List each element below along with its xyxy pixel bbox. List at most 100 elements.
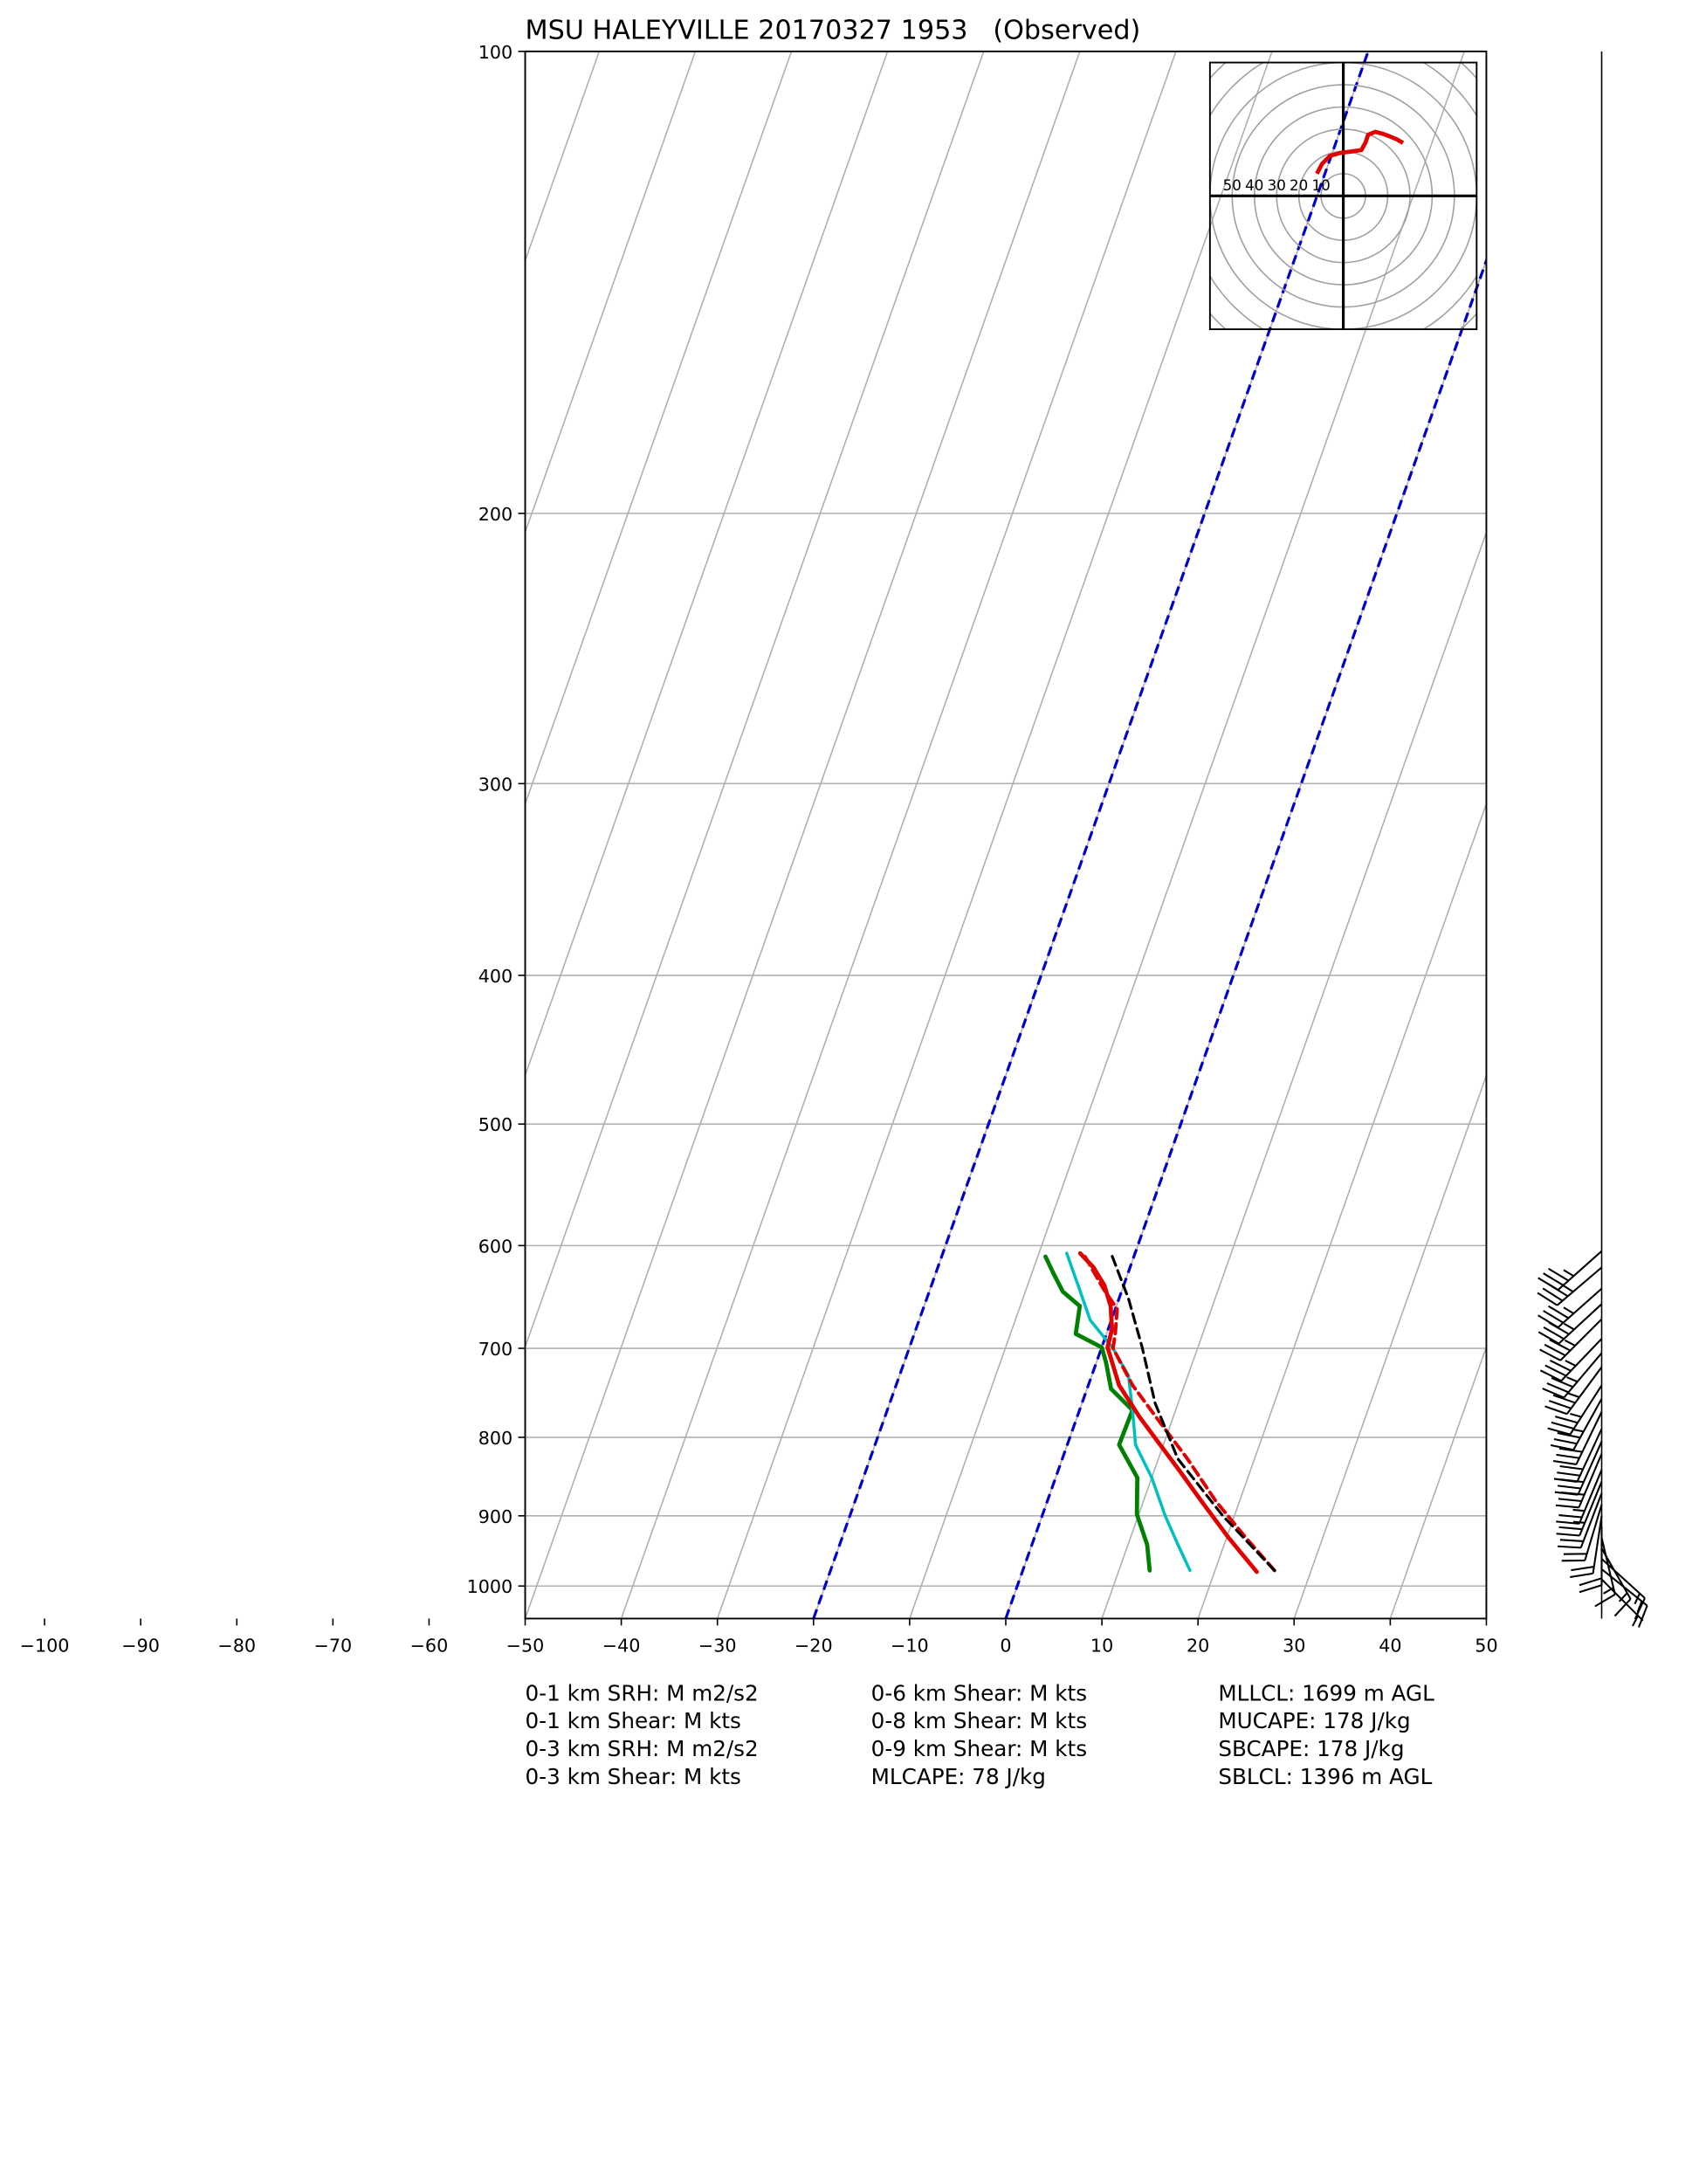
barb-half bbox=[1563, 1269, 1574, 1278]
wind-barb bbox=[1542, 1352, 1603, 1399]
barb-feather bbox=[1579, 1577, 1602, 1587]
y-tick-label: 600 bbox=[478, 1236, 512, 1257]
x-tick-label: 10 bbox=[1090, 1636, 1113, 1657]
isotherm bbox=[525, 51, 697, 534]
stat-text: SBLCL: 1396 m AGL bbox=[1218, 1764, 1432, 1789]
barb-staff bbox=[1559, 1318, 1603, 1361]
isotherm bbox=[909, 51, 1465, 1619]
isotherm bbox=[525, 51, 793, 806]
stat-text: 0-8 km Shear: M kts bbox=[871, 1708, 1087, 1733]
stat-text: 0-1 km SRH: M m2/s2 bbox=[526, 1680, 759, 1705]
stat-text: MUCAPE: 178 J/kg bbox=[1218, 1708, 1410, 1733]
barb-half bbox=[1564, 1339, 1576, 1347]
stat-text: 0-3 km SRH: M m2/s2 bbox=[526, 1736, 759, 1761]
x-tick-label: 0 bbox=[1000, 1636, 1011, 1657]
wind-barb bbox=[1537, 1287, 1603, 1328]
barb-feather bbox=[1542, 1287, 1564, 1302]
barb-staff bbox=[1600, 1537, 1616, 1595]
barb-feather bbox=[1556, 1453, 1580, 1459]
barb-feather bbox=[1634, 1597, 1646, 1620]
stat-text: 0-6 km Shear: M kts bbox=[871, 1680, 1087, 1705]
barb-feather bbox=[1544, 1405, 1568, 1416]
barb-feather bbox=[1537, 1292, 1558, 1306]
y-tick-label: 500 bbox=[478, 1114, 512, 1135]
isotherm bbox=[525, 51, 1081, 1619]
x-tick-label: 40 bbox=[1379, 1636, 1401, 1657]
barb-feather bbox=[1551, 1421, 1574, 1430]
barb-staff bbox=[1565, 1366, 1603, 1415]
wind-barb bbox=[1547, 1384, 1603, 1436]
y-tick-label: 100 bbox=[478, 42, 512, 63]
barb-half bbox=[1572, 1508, 1586, 1512]
barb-staff bbox=[1578, 1453, 1603, 1508]
barb-staff bbox=[1579, 1481, 1603, 1536]
wind-barb bbox=[1539, 1318, 1603, 1361]
profiles bbox=[1043, 1250, 1276, 1574]
barb-feather bbox=[1549, 1339, 1571, 1352]
barb-feather bbox=[1537, 1277, 1559, 1291]
x-tick-label: 30 bbox=[1283, 1636, 1305, 1657]
barb-feather bbox=[1571, 1566, 1594, 1572]
barb-staff bbox=[1557, 1250, 1603, 1291]
profile-line bbox=[1109, 1251, 1276, 1573]
profile-line bbox=[1043, 1254, 1152, 1573]
barb-staff bbox=[1560, 1338, 1603, 1381]
y-tick-label: 700 bbox=[478, 1339, 512, 1360]
y-tick-label: 300 bbox=[478, 774, 512, 795]
barb-half bbox=[1570, 1413, 1582, 1418]
isotherm bbox=[1101, 530, 1487, 1619]
barb-half bbox=[1563, 1322, 1575, 1331]
wind-barb bbox=[1579, 1526, 1603, 1594]
grid bbox=[525, 51, 1487, 1619]
y-tick-label: 900 bbox=[478, 1506, 512, 1527]
barb-feather bbox=[1558, 1498, 1582, 1503]
barb-feather bbox=[1551, 1376, 1574, 1388]
stat-text: 0-1 km Shear: M kts bbox=[526, 1708, 741, 1733]
y-tick-label: 200 bbox=[478, 504, 512, 525]
barb-feather bbox=[1547, 1427, 1571, 1436]
barb-half bbox=[1602, 1587, 1614, 1595]
hodo-ring-label: 10 bbox=[1312, 176, 1331, 194]
x-tick-label: −80 bbox=[217, 1636, 256, 1657]
barb-feather bbox=[1613, 1598, 1632, 1617]
barb-feather bbox=[1553, 1478, 1578, 1483]
wind-barb bbox=[1558, 1492, 1603, 1549]
barb-feather bbox=[1549, 1359, 1572, 1372]
barb-half bbox=[1632, 1615, 1640, 1627]
barb-feather bbox=[1546, 1382, 1569, 1394]
stat-text: 0-3 km Shear: M kts bbox=[526, 1764, 741, 1789]
barb-feather bbox=[1554, 1491, 1579, 1496]
barb-half bbox=[1562, 1285, 1574, 1293]
x-tick-label: 50 bbox=[1475, 1636, 1497, 1657]
hodo-ring-label: 30 bbox=[1268, 176, 1286, 194]
barb-feather bbox=[1544, 1364, 1567, 1377]
barb-feather bbox=[1548, 1400, 1572, 1409]
barb-staff bbox=[1577, 1441, 1603, 1496]
x-tick-label: −90 bbox=[121, 1636, 160, 1657]
barb-feather bbox=[1638, 1605, 1648, 1628]
hodo-ring-label: 40 bbox=[1245, 176, 1263, 194]
stat-text: SBCAPE: 178 J/kg bbox=[1218, 1736, 1404, 1761]
barb-half bbox=[1566, 1376, 1579, 1383]
y-tick-label: 800 bbox=[478, 1428, 512, 1449]
profile-line bbox=[1077, 1250, 1259, 1574]
barb-staff bbox=[1572, 1398, 1603, 1450]
barb-feather bbox=[1570, 1572, 1593, 1579]
isotherm bbox=[525, 51, 985, 1349]
barb-feather bbox=[1552, 1394, 1576, 1404]
barb-feather bbox=[1554, 1416, 1579, 1424]
y-tick-label: 1000 bbox=[467, 1576, 513, 1597]
barb-half bbox=[1634, 1593, 1641, 1605]
barb-feather bbox=[1542, 1388, 1565, 1399]
x-tick-label: −50 bbox=[506, 1636, 545, 1657]
isotherm bbox=[716, 51, 1273, 1619]
barb-staff bbox=[1579, 1492, 1603, 1548]
wind-barb bbox=[1556, 1469, 1603, 1525]
barb-staff bbox=[1557, 1287, 1603, 1328]
barb-feather bbox=[1537, 1314, 1559, 1328]
isotherm bbox=[620, 51, 1177, 1619]
wind-barb bbox=[1537, 1250, 1603, 1291]
barb-feather bbox=[1548, 1305, 1569, 1319]
